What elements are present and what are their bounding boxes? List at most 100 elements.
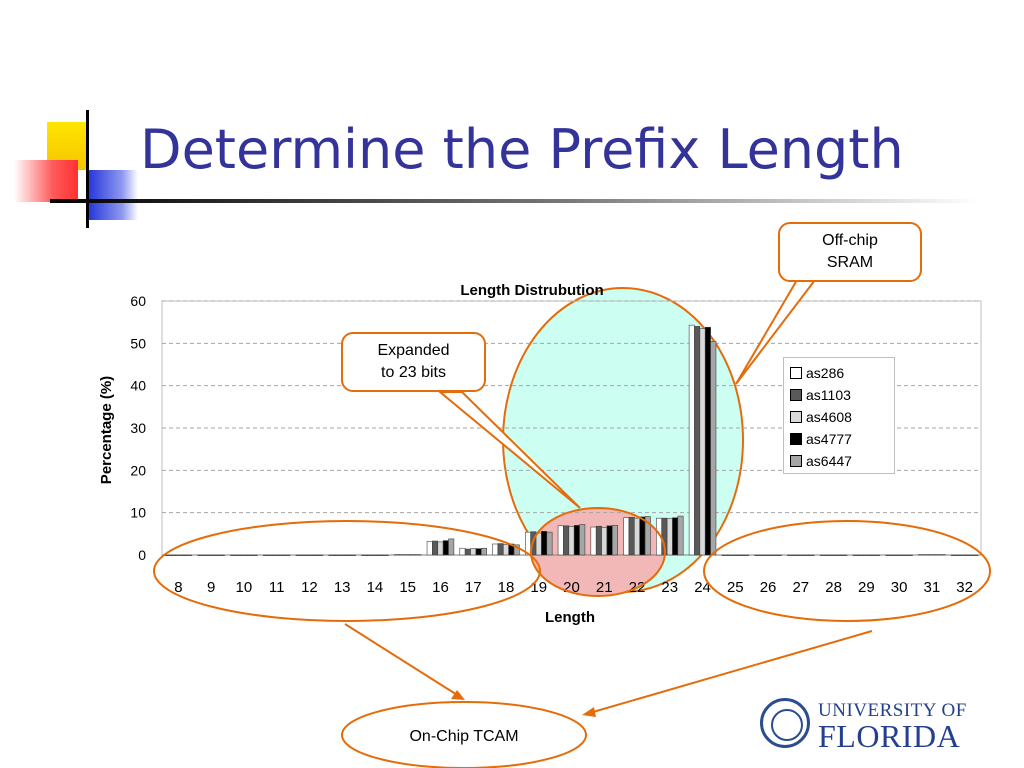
expanded-callout-pointer [437,391,581,509]
bar-as4608-27 [797,554,804,556]
bar-as286-31 [918,554,925,556]
bar-as286-20 [557,525,564,556]
x-tick-label: 8 [174,579,182,596]
legend-label: as286 [806,365,845,381]
bar-as4777-15 [410,554,417,556]
logo-line1: UNIVERSITY OF [818,700,967,721]
bar-as6447-26 [775,554,782,556]
legend-swatch [790,411,802,423]
legend-item: as286 [790,362,894,384]
bar-as286-18 [492,543,499,556]
bar-as286-8 [164,554,171,556]
bar-as4777-11 [279,554,286,556]
bar-as6447-21 [612,525,618,556]
legend-swatch [790,367,802,379]
bar-as286-9 [197,554,204,556]
legend-swatch [790,455,802,467]
bar-as6447-22 [644,516,651,556]
bar-as4777-29 [868,554,875,556]
y-tick-label: 10 [130,505,146,521]
bar-as4777-22 [639,516,646,556]
x-tick-label: 10 [236,579,253,596]
bar-as1103-18 [497,543,504,556]
x-tick-label: 29 [858,579,875,596]
bar-as286-22 [623,517,630,556]
bar-as286-28 [819,554,826,556]
bar-as4777-12 [311,554,318,556]
x-tick-label: 25 [727,579,744,596]
bar-as6447-13 [349,554,356,556]
bar-as1103-17 [464,548,471,556]
x-tick-label: 18 [498,579,515,596]
bar-as6447-10 [251,554,258,556]
bar-as4608-10 [240,554,247,556]
bar-as1103-26 [759,554,766,556]
legend-item: as1103 [790,384,894,406]
x-tick-label: 11 [269,579,285,596]
bar-as4777-31 [934,554,941,556]
expanded-callout: Expanded to 23 bits [341,332,486,392]
bar-as1103-28 [825,554,832,556]
bar-as4777-27 [803,554,810,556]
bar-as4608-26 [765,554,772,556]
bar-as6447-27 [808,554,815,556]
bar-as6447-15 [415,554,422,556]
bar-as4608-25 [732,554,739,556]
bar-as6447-29 [874,554,881,556]
chart-title: Length Distrubution [460,282,603,299]
tcam-left-arrow [344,623,463,699]
bar-as1103-14 [366,554,373,556]
bar-as4608-24 [699,328,706,556]
bar-as4608-21 [601,527,608,556]
bar-as286-10 [230,554,237,556]
legend-item: as6447 [790,450,894,472]
bar-as6447-11 [284,554,291,556]
bar-as6447-30 [906,554,913,556]
bar-as4777-9 [213,554,220,556]
bar-as4608-28 [830,554,837,556]
bar-as4608-32 [961,554,968,556]
bar-as4608-23 [666,518,673,556]
bar-as6447-19 [546,531,553,556]
y-tick-label: 20 [130,462,146,478]
x-tick-label: 15 [399,579,416,596]
bar-as4608-9 [208,554,215,556]
bar-as1103-29 [857,554,864,556]
chart-legend: as286 as1103 as4608 as4777 as6447 [783,357,895,474]
bar-as6447-9 [218,554,225,556]
bar-as6447-12 [317,554,324,556]
x-tick-label: 26 [760,579,777,596]
bar-as6447-32 [972,554,979,556]
bar-as286-25 [721,554,728,556]
bar-as1103-8 [170,554,176,556]
legend-label: as4608 [806,409,852,425]
bar-as1103-16 [432,540,439,556]
bar-as4608-20 [568,526,575,556]
x-tick-label: 27 [792,579,809,596]
bar-as4608-12 [306,554,313,556]
x-tick-label: 9 [207,579,215,596]
off-chip-sram-callout: Off-chip SRAM [778,222,922,282]
bar-as286-13 [328,554,335,556]
bar-as1103-25 [726,554,733,556]
bar-as286-14 [361,554,368,556]
x-tick-label: 31 [924,579,941,596]
y-tick-label: 30 [130,420,146,436]
x-tick-label: 13 [334,579,351,596]
bar-as1103-12 [301,554,308,556]
x-tick-label: 23 [661,579,678,596]
bar-as4777-8 [180,554,187,556]
bar-as4777-16 [442,540,449,556]
bar-as6447-24 [710,340,717,556]
x-tick-label: 24 [694,579,711,596]
bar-as1103-32 [956,554,963,556]
bar-as6447-28 [841,554,848,556]
bar-as286-16 [426,541,433,556]
x-tick-label: 12 [301,579,318,596]
bar-as286-21 [590,526,597,556]
bar-as286-15 [393,554,400,556]
bar-as6447-18 [513,544,520,556]
bar-as4608-13 [339,554,346,556]
bar-as4777-21 [606,525,613,556]
bar-as4608-29 [863,554,870,556]
